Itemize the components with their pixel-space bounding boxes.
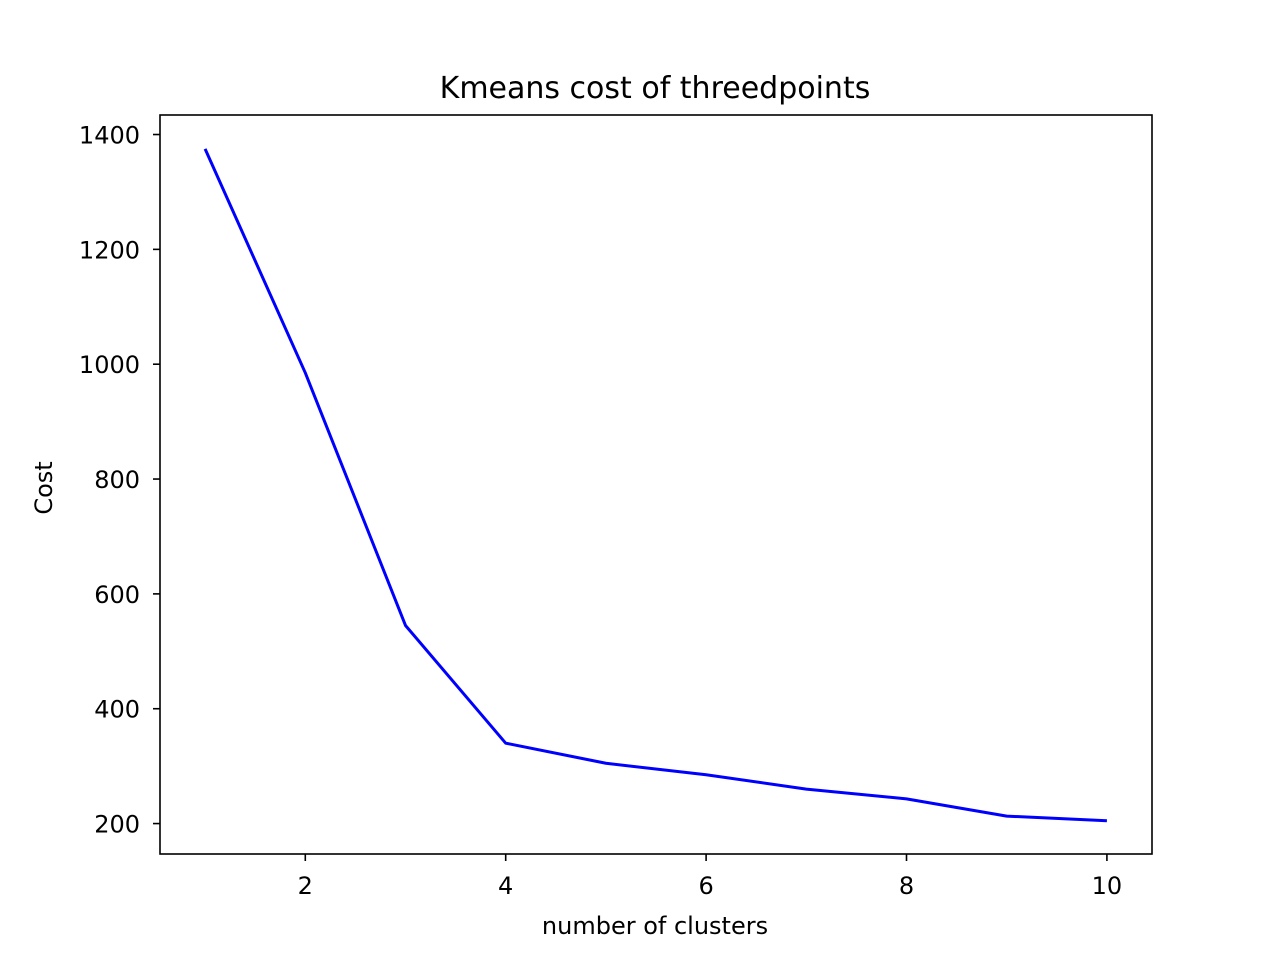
chart-title: Kmeans cost of threedpoints (440, 71, 871, 106)
y-tick-label: 200 (94, 811, 140, 839)
y-tick-label: 1000 (79, 351, 140, 379)
y-tick-label: 1400 (79, 122, 140, 150)
y-tick-label: 600 (94, 581, 140, 609)
x-tick-label: 8 (899, 872, 914, 900)
x-axis: 2 4 6 8 10 (298, 854, 1123, 900)
y-tick-label: 400 (94, 696, 140, 724)
x-tick-label: 2 (298, 872, 313, 900)
y-axis: 200 400 600 800 1000 1200 1400 (79, 122, 160, 839)
x-axis-label: number of clusters (542, 912, 768, 940)
x-tick-label: 4 (498, 872, 513, 900)
plot-area (203, 148, 1107, 823)
x-tick-label: 10 (1092, 872, 1123, 900)
y-tick-label: 1200 (79, 236, 140, 264)
series-line (203, 148, 1107, 823)
plot-frame (159, 114, 1153, 855)
y-axis-label: Cost (30, 461, 58, 514)
x-tick-label: 6 (698, 872, 713, 900)
y-tick-label: 800 (94, 466, 140, 494)
